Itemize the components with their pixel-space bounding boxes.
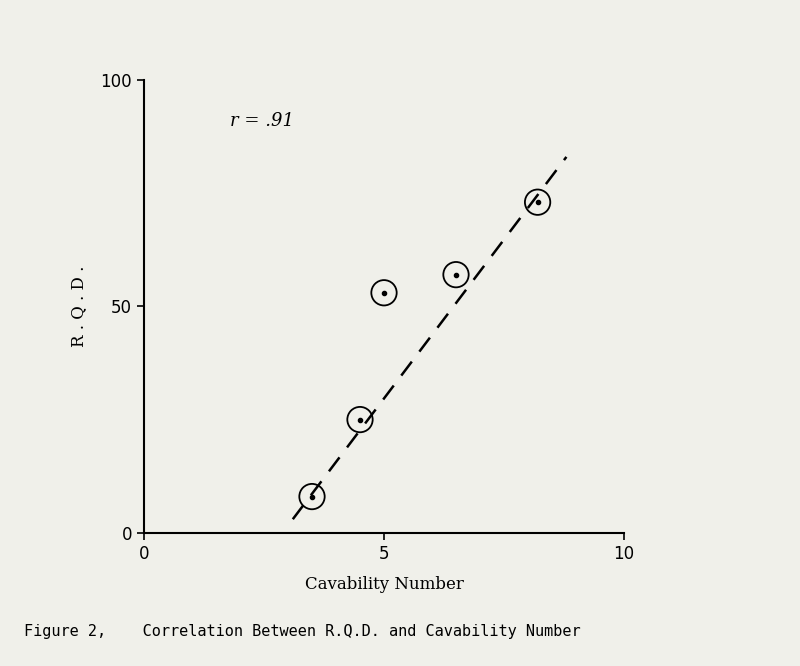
Text: r = .91: r = .91 [230, 112, 294, 130]
Text: Figure 2,    Correlation Between R.Q.D. and Cavability Number: Figure 2, Correlation Between R.Q.D. and… [24, 624, 581, 639]
X-axis label: Cavability Number: Cavability Number [305, 577, 463, 593]
Y-axis label: R . Q . D .: R . Q . D . [70, 266, 86, 347]
